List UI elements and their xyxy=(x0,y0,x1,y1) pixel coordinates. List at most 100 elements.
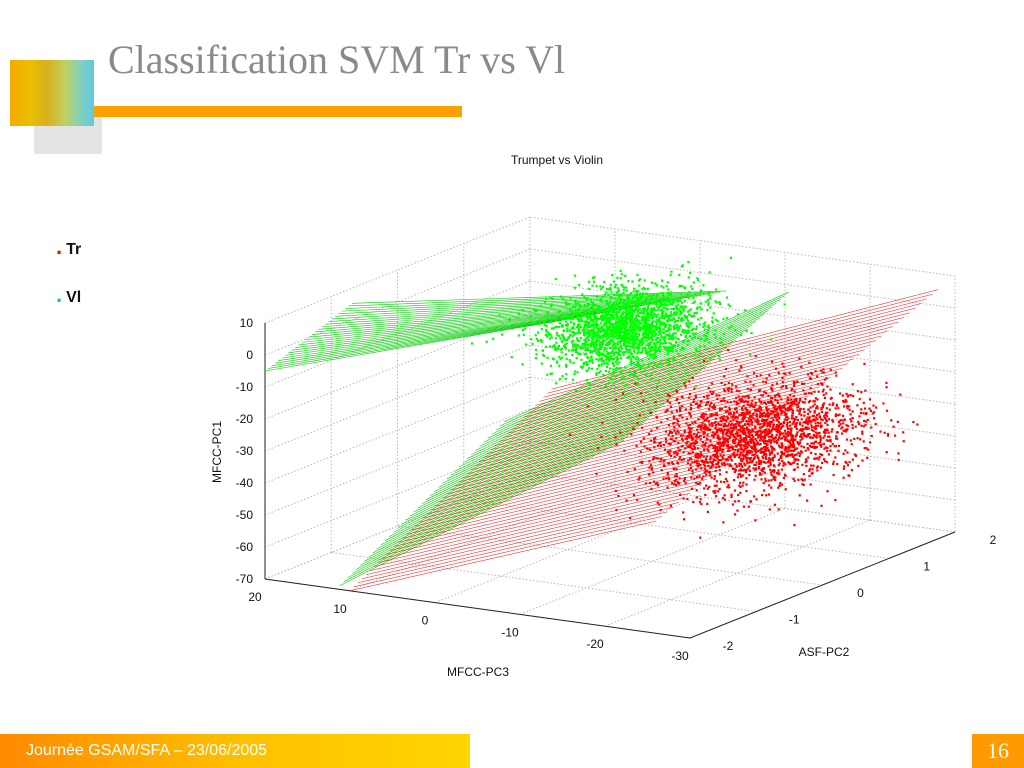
point-tr xyxy=(871,412,874,415)
point-vl xyxy=(708,341,711,344)
point-tr xyxy=(734,468,737,471)
point-tr xyxy=(666,473,669,476)
point-vl xyxy=(534,348,538,351)
point-vl xyxy=(663,339,667,342)
point-vl xyxy=(644,333,648,336)
point-vl xyxy=(658,341,661,344)
point-vl xyxy=(605,332,608,335)
point-vl xyxy=(579,305,583,309)
point-vl xyxy=(585,347,588,350)
point-tr xyxy=(733,411,736,414)
point-tr xyxy=(780,446,784,449)
point-tr xyxy=(816,407,819,410)
point-tr xyxy=(634,382,637,385)
point-vl xyxy=(611,327,614,331)
point-vl xyxy=(550,303,553,306)
point-vl xyxy=(609,338,612,342)
point-tr xyxy=(667,462,670,465)
point-vl xyxy=(629,323,632,326)
point-vl xyxy=(635,294,638,297)
point-vl xyxy=(602,349,606,352)
point-tr xyxy=(748,461,751,464)
point-vl xyxy=(608,359,611,362)
plane-hatch-green xyxy=(264,319,565,372)
point-tr xyxy=(751,439,754,442)
point-tr xyxy=(669,437,672,441)
point-tr xyxy=(720,428,723,431)
point-vl xyxy=(559,348,562,351)
point-vl xyxy=(604,347,607,350)
point-tr xyxy=(765,443,769,447)
point-tr xyxy=(813,435,816,438)
point-tr xyxy=(691,472,694,475)
point-vl xyxy=(611,331,614,334)
point-vl xyxy=(618,347,621,350)
point-vl xyxy=(615,300,618,303)
point-vl xyxy=(647,342,650,345)
point-tr xyxy=(659,508,662,512)
point-tr xyxy=(851,383,854,386)
point-tr xyxy=(801,382,804,385)
point-vl xyxy=(634,358,638,361)
point-vl xyxy=(633,374,636,377)
point-tr xyxy=(822,442,826,445)
point-tr xyxy=(814,397,817,400)
point-vl xyxy=(676,319,680,323)
point-tr xyxy=(702,475,705,478)
point-vl xyxy=(667,362,671,365)
point-tr xyxy=(789,427,792,430)
point-tr xyxy=(705,469,708,473)
point-tr xyxy=(745,468,749,471)
point-tr xyxy=(767,457,770,460)
point-tr xyxy=(706,510,710,514)
point-vl xyxy=(661,342,664,345)
point-tr xyxy=(835,404,839,407)
point-vl xyxy=(718,358,722,362)
point-vl xyxy=(612,351,615,354)
point-tr xyxy=(762,435,765,438)
point-vl xyxy=(558,334,561,337)
point-vl xyxy=(554,277,557,281)
point-vl xyxy=(672,356,675,359)
point-tr xyxy=(763,437,767,440)
point-tr xyxy=(686,440,689,444)
point-tr xyxy=(703,423,706,426)
point-vl xyxy=(579,336,582,339)
point-tr xyxy=(711,431,715,434)
point-tr xyxy=(703,467,706,470)
point-vl xyxy=(602,359,605,362)
point-tr xyxy=(709,415,712,418)
point-vl xyxy=(637,377,641,380)
point-tr xyxy=(773,395,777,398)
point-tr xyxy=(720,430,723,433)
point-tr xyxy=(795,403,798,406)
point-vl xyxy=(685,322,688,325)
point-vl xyxy=(564,353,567,356)
point-tr xyxy=(770,399,773,402)
point-tr xyxy=(682,434,685,437)
point-tr xyxy=(729,420,732,423)
point-tr xyxy=(777,438,780,441)
point-vl xyxy=(615,366,618,370)
point-tr xyxy=(728,486,731,489)
point-vl xyxy=(662,336,665,340)
point-tr xyxy=(708,428,712,431)
point-vl xyxy=(668,333,671,336)
point-tr xyxy=(654,482,657,485)
point-tr xyxy=(912,420,915,424)
point-tr xyxy=(770,420,773,423)
point-vl xyxy=(580,318,583,321)
point-tr xyxy=(675,398,678,402)
point-vl xyxy=(610,313,613,316)
point-tr xyxy=(721,436,724,439)
point-tr xyxy=(829,438,832,441)
point-tr xyxy=(830,430,833,433)
point-vl xyxy=(589,315,592,319)
point-vl xyxy=(644,320,648,324)
point-vl xyxy=(628,337,631,340)
point-tr xyxy=(807,432,810,436)
point-tr xyxy=(776,401,780,404)
point-vl xyxy=(694,385,698,388)
point-tr xyxy=(818,455,821,459)
point-tr xyxy=(761,394,764,397)
